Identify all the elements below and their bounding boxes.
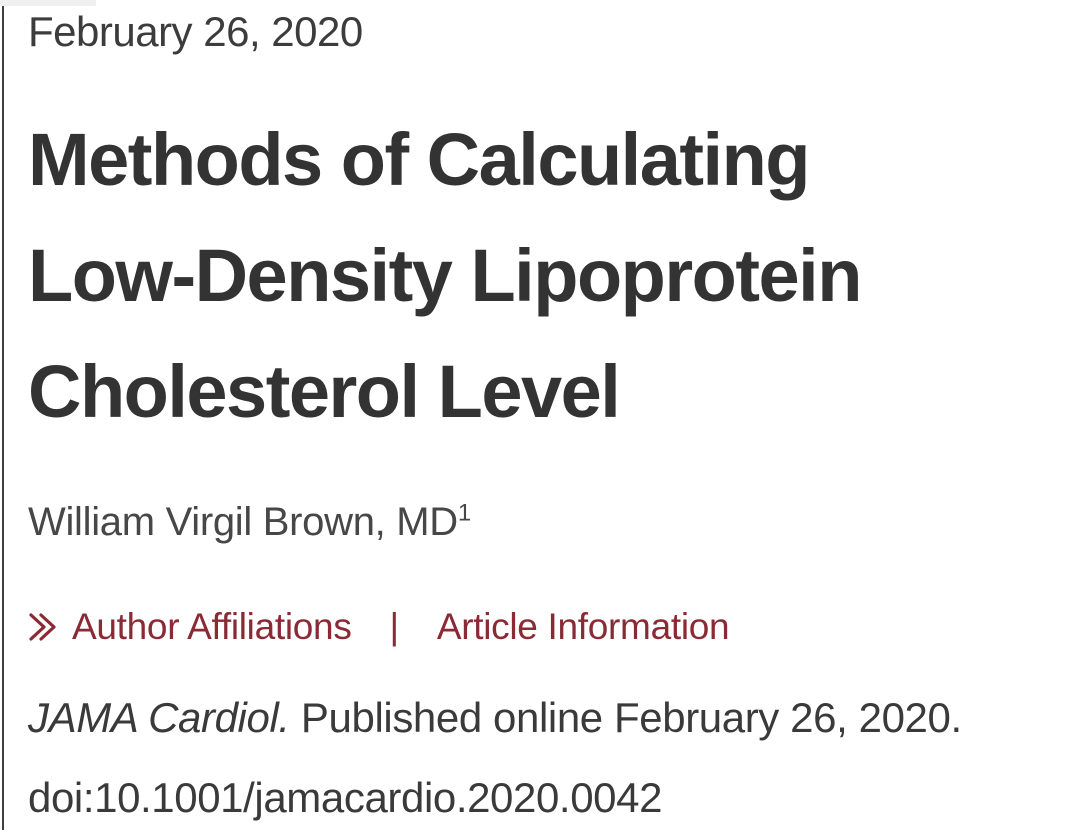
- author-name: William Virgil Brown, MD: [28, 500, 458, 544]
- citation-block: JAMA Cardiol. Published online February …: [28, 678, 1050, 830]
- links-separator: |: [389, 606, 400, 647]
- author-affiliations-link[interactable]: Author Affiliations: [72, 606, 352, 647]
- journal-name: JAMA Cardiol.: [28, 694, 290, 741]
- citation-published-text: Published online February 26, 2020.: [289, 694, 962, 741]
- article-title-line-1: Methods of Calculating: [28, 118, 811, 201]
- citation-doi: doi:10.1001/jamacardio.2020.0042: [28, 774, 663, 821]
- author-line: William Virgil Brown, MD1: [28, 496, 1050, 548]
- citation-line: JAMA Cardiol. Published online February …: [28, 678, 1050, 758]
- author-affiliation-superscript: 1: [457, 499, 471, 527]
- left-border-rule: [2, 6, 4, 830]
- article-title-line-3: Cholesterol Level: [28, 350, 621, 433]
- article-links-row: Author Affiliations | Article Informatio…: [28, 604, 1050, 650]
- article-title-line-2: Low-Density Lipoprotein: [28, 234, 862, 317]
- article-information-link[interactable]: Article Information: [436, 606, 730, 647]
- top-left-artifact: [0, 0, 96, 6]
- double-chevron-icon: [28, 611, 58, 643]
- article-title: Methods of Calculating Low-Density Lipop…: [28, 102, 1050, 450]
- publication-date: February 26, 2020: [28, 8, 363, 55]
